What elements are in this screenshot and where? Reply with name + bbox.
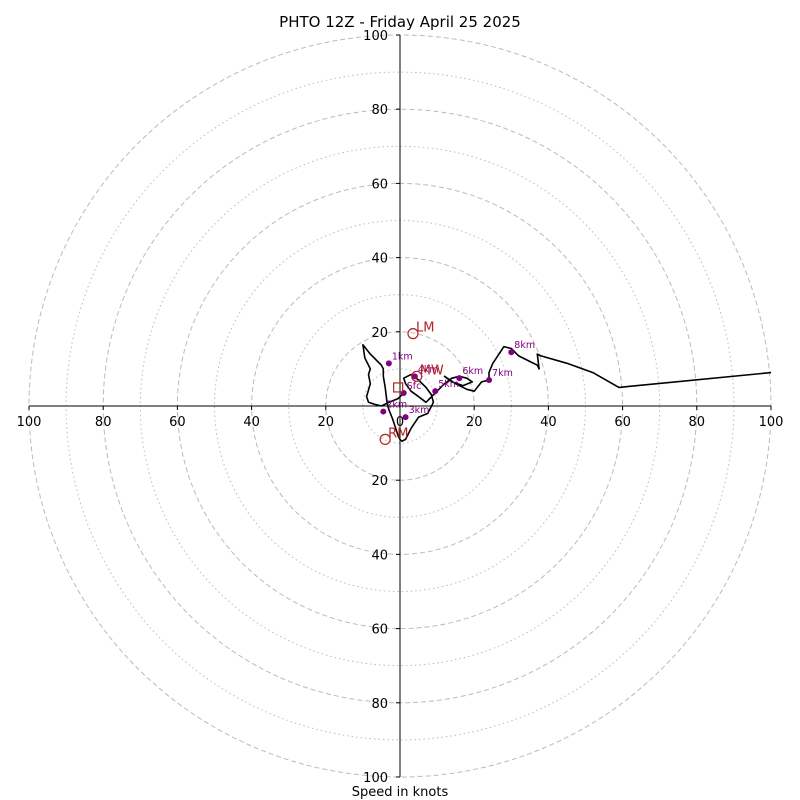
height-marker-1km xyxy=(385,360,392,367)
x-tick-label: 20 xyxy=(318,415,335,430)
x-tick-label: 60 xyxy=(614,415,631,430)
motion-circle-lm xyxy=(407,328,419,340)
x-axis-label: Speed in knots xyxy=(352,785,449,800)
motion-circle-mw xyxy=(411,370,423,382)
motion-label-rm: RM xyxy=(388,426,408,441)
height-label-6km: 6km xyxy=(462,366,483,377)
x-tick-label: 60 xyxy=(169,415,186,430)
height-label-8km: 8km xyxy=(514,340,535,351)
hodograph-line xyxy=(362,343,772,443)
height-label-3km: 3km xyxy=(409,405,430,416)
y-tick-label: 80 xyxy=(371,103,388,118)
motion-square-marker-3 xyxy=(393,382,404,393)
tick-labels: 100 80 60 40 20 0 20 40 60 80 100 100 80 60 40 20 20 40 60… xyxy=(17,29,784,786)
x-tick-label: 0 xyxy=(396,415,404,430)
x-tick-label: 20 xyxy=(466,415,483,430)
y-tick-label: 20 xyxy=(371,474,388,489)
height-label-Sfc: Sfc xyxy=(407,381,422,392)
motion-circle-rm xyxy=(379,433,391,445)
storm-motion-markers: LM RM MW xyxy=(379,321,444,445)
height-marker-4km xyxy=(411,373,418,380)
x-tick-label: 40 xyxy=(540,415,557,430)
height-label-2km: 2km xyxy=(386,400,407,411)
y-tick-label: 80 xyxy=(371,697,388,712)
height-label-4km: 4km xyxy=(418,364,439,375)
y-tick-label: 60 xyxy=(371,623,388,638)
height-marker-6km xyxy=(456,375,463,382)
motion-label-lm: LM xyxy=(416,321,434,336)
y-tick-label: 40 xyxy=(371,548,388,563)
height-label-7km: 7km xyxy=(492,368,513,379)
motion-label-mw: MW xyxy=(420,363,444,378)
height-marker-5km xyxy=(432,388,439,395)
x-tick-label: 80 xyxy=(689,415,706,430)
x-tick-label: 40 xyxy=(243,415,260,430)
height-marker-3km xyxy=(402,414,409,421)
y-tick-label: 20 xyxy=(371,326,388,341)
height-marker-2km xyxy=(380,408,387,415)
height-marker-8km xyxy=(508,349,515,356)
y-tick-label: 40 xyxy=(371,252,388,267)
x-tick-label: 100 xyxy=(17,415,42,430)
y-tick-label: 100 xyxy=(363,29,388,44)
x-tick-label: 100 xyxy=(759,415,784,430)
y-tick-label: 60 xyxy=(371,177,388,192)
x-tick-label: 80 xyxy=(95,415,112,430)
y-tick-label: 100 xyxy=(363,771,388,786)
height-marker-7km xyxy=(486,377,493,384)
height-label-5km: 5km xyxy=(438,379,459,390)
chart-title: PHTO 12Z - Friday April 25 2025 xyxy=(279,13,521,31)
height-label-1km: 1km xyxy=(392,351,413,362)
hodograph-trace xyxy=(362,343,772,443)
